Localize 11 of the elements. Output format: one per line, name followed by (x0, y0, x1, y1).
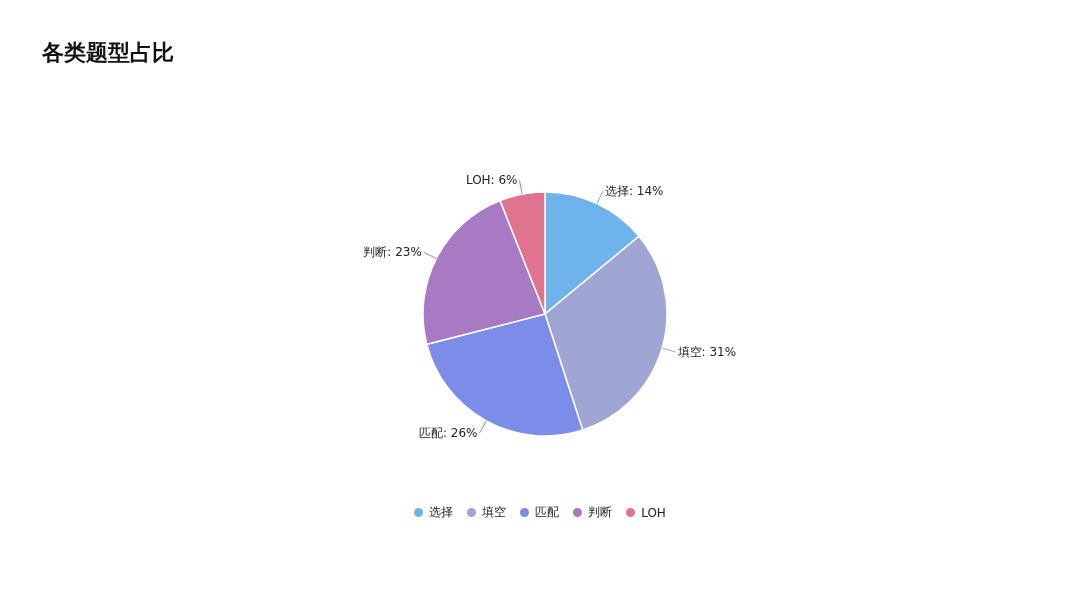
data-label: 匹配: 26% (418, 426, 478, 441)
legend-label: 匹配 (535, 504, 560, 521)
data-label: 选择: 14% (604, 183, 664, 198)
legend-label: LOH (641, 505, 666, 520)
data-label: LOH: 6% (465, 173, 518, 188)
legend-label: 填空 (482, 504, 507, 521)
data-label: 填空: 31% (676, 344, 737, 359)
legend-label: 判断 (588, 504, 613, 521)
legend-label: 选择 (429, 504, 454, 521)
data-label: 判断: 23% (363, 245, 422, 260)
text: 各类题型占比 (42, 39, 174, 67)
